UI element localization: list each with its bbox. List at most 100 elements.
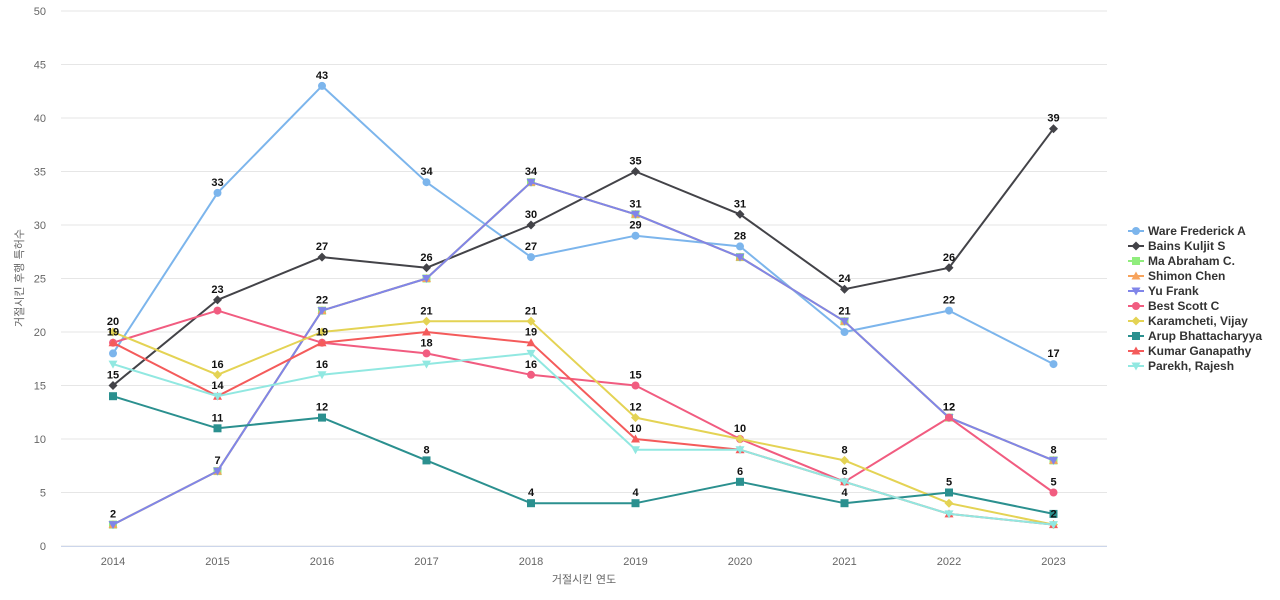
legend-label: Ware Frederick A — [1148, 224, 1246, 238]
data-point — [840, 455, 849, 465]
data-label: 15 — [107, 370, 119, 382]
data-label: 22 — [316, 295, 328, 307]
data-label: 2 — [1050, 509, 1056, 521]
data-point — [527, 253, 535, 262]
data-label: 27 — [525, 241, 537, 253]
data-point — [318, 81, 326, 90]
data-point — [527, 370, 535, 379]
data-label: 35 — [629, 156, 641, 168]
series-arup-bhattacharyya — [109, 392, 1058, 518]
data-point — [631, 231, 640, 240]
x-axis-title: 거절시킨 연도 — [552, 573, 616, 586]
x-tick-label: 2017 — [414, 556, 438, 568]
data-label: 31 — [734, 198, 746, 210]
data-point — [735, 253, 745, 262]
data-point — [736, 477, 744, 486]
data-label: 12 — [943, 402, 955, 414]
legend-item-karamcheti-vijay[interactable]: Karamcheti, Vijay — [1128, 314, 1248, 328]
data-label: 23 — [211, 284, 223, 296]
y-tick-label: 45 — [34, 60, 46, 72]
data-point — [944, 510, 954, 519]
legend-label: Best Scott C — [1148, 299, 1220, 313]
series-yu-frank — [108, 178, 1058, 530]
data-label: 22 — [943, 295, 955, 307]
legend-item-bains-kuljit-s[interactable]: Bains Kuljit S — [1128, 239, 1225, 253]
data-label: 30 — [525, 209, 537, 221]
data-label: 14 — [211, 380, 224, 392]
series-line — [112, 181, 1054, 526]
data-point — [109, 392, 117, 401]
data-label: 21 — [525, 305, 537, 317]
y-tick-label: 15 — [34, 381, 46, 393]
data-point — [422, 275, 431, 283]
data-label: 26 — [420, 252, 432, 264]
legend-item-ware-frederick-a[interactable]: Ware Frederick A — [1128, 224, 1246, 238]
data-point — [631, 434, 640, 443]
x-tick-label: 2023 — [1041, 556, 1065, 568]
series-group — [108, 81, 1058, 530]
legend-item-parekh-rajesh[interactable]: Parekh, Rajesh — [1128, 359, 1234, 373]
data-point — [526, 220, 536, 230]
data-point — [1049, 360, 1058, 369]
x-tick-label: 2016 — [310, 556, 334, 568]
data-label: 4 — [841, 487, 848, 499]
data-label: 8 — [841, 444, 847, 456]
data-label: 4 — [632, 487, 639, 499]
data-point — [108, 338, 118, 347]
series-line — [112, 84, 1054, 365]
data-label: 19 — [525, 327, 537, 339]
data-point — [527, 499, 535, 508]
series-line — [112, 320, 1054, 526]
legend-item-best-scott-c[interactable]: Best Scott C — [1128, 299, 1220, 313]
series-line — [112, 352, 1054, 526]
y-tick-label: 35 — [34, 167, 46, 179]
y-tick-label: 30 — [34, 220, 46, 232]
legend-item-shimon-chen[interactable]: Shimon Chen — [1128, 269, 1225, 283]
y-tick-label: 25 — [34, 274, 46, 286]
data-label: 33 — [211, 177, 223, 189]
legend-label: Ma Abraham C. — [1148, 254, 1235, 268]
y-tick-label: 5 — [40, 488, 46, 500]
legend-marker — [1132, 332, 1140, 340]
data-point — [1049, 509, 1058, 518]
data-point — [1049, 124, 1058, 134]
legend-marker — [1131, 271, 1141, 280]
data-point — [840, 328, 849, 336]
data-label: 5 — [946, 477, 952, 489]
series-line — [112, 309, 1055, 494]
data-label: 18 — [420, 337, 432, 349]
series-ware-frederick-a — [109, 81, 1058, 369]
data-point — [1049, 521, 1058, 530]
legend-item-yu-frank[interactable]: Yu Frank — [1128, 284, 1199, 298]
data-label: 28 — [734, 230, 746, 242]
x-tick-label: 2019 — [623, 556, 647, 568]
series-shimon-chen — [108, 177, 1058, 529]
grid-lines — [61, 10, 1107, 547]
data-point — [422, 263, 431, 273]
data-point — [317, 371, 327, 380]
data-point — [422, 456, 431, 465]
data-point — [213, 295, 222, 305]
data-label: 21 — [838, 305, 850, 317]
data-point — [422, 349, 431, 358]
legend-label: Bains Kuljit S — [1148, 239, 1225, 253]
data-label: 6 — [737, 466, 743, 478]
data-label: 34 — [420, 166, 433, 178]
y-tick-label: 50 — [34, 6, 46, 18]
data-label: 27 — [316, 241, 328, 253]
data-point — [317, 252, 327, 262]
legend-item-arup-bhattacharyya[interactable]: Arup Bhattacharyya — [1128, 329, 1262, 343]
legend-item-kumar-ganapathy[interactable]: Kumar Ganapathy — [1128, 344, 1252, 358]
legend-marker — [1131, 241, 1141, 251]
legend-marker — [1132, 302, 1140, 310]
data-point — [631, 499, 640, 508]
legend-item-ma-abraham-c[interactable]: Ma Abraham C. — [1128, 254, 1235, 268]
series-line — [112, 181, 1054, 526]
data-point — [945, 306, 953, 315]
data-label: 10 — [734, 423, 746, 435]
data-label: 19 — [316, 327, 328, 339]
series-kumar-ganapathy — [108, 327, 1058, 529]
data-label: 31 — [629, 198, 641, 210]
